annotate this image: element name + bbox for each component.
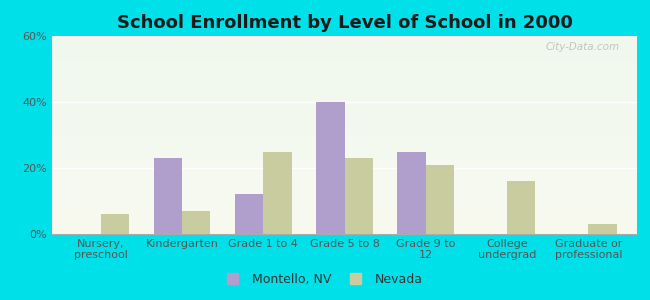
Title: School Enrollment by Level of School in 2000: School Enrollment by Level of School in … [116,14,573,32]
Bar [588,224,617,234]
Legend: Montello, NV, Nevada: Montello, NV, Nevada [222,268,428,291]
Bar [182,211,211,234]
Bar [101,214,129,234]
Bar [397,152,426,234]
Bar [316,102,344,234]
Bar [235,194,263,234]
Text: City-Data.com: City-Data.com [545,42,619,52]
Bar [426,165,454,234]
Bar [153,158,182,234]
Bar [507,181,536,234]
Bar [344,158,373,234]
Bar [263,152,292,234]
